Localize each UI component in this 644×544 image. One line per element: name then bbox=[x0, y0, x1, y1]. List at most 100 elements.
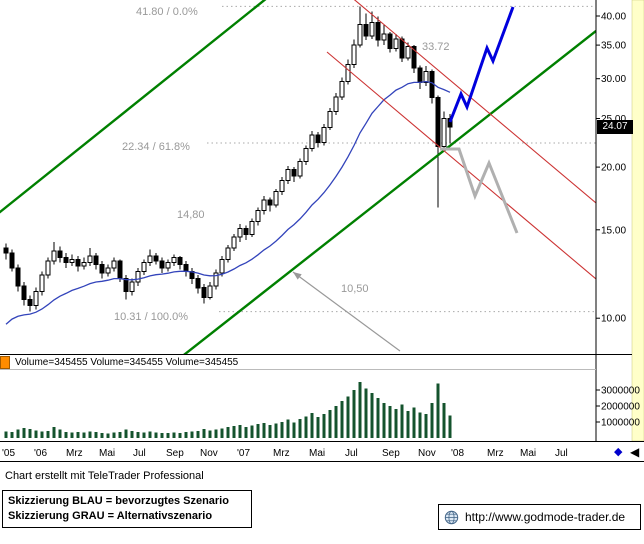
candle-body bbox=[225, 247, 231, 260]
candle-body bbox=[255, 209, 261, 222]
time-tick-label: Mrz bbox=[487, 448, 504, 459]
time-tick-label: Mai bbox=[99, 448, 115, 459]
candle-body bbox=[81, 262, 87, 267]
candle-body bbox=[195, 278, 201, 289]
time-tick-label: Nov bbox=[418, 448, 436, 459]
candle-body bbox=[33, 291, 39, 307]
candlestick-series bbox=[3, 6, 453, 312]
candle-body bbox=[441, 118, 447, 147]
time-tick-label: '08 bbox=[451, 448, 464, 459]
volume-tick-label: 1000000 bbox=[601, 418, 640, 429]
scroll-left-icon[interactable]: ◀ bbox=[630, 445, 640, 459]
time-tick-label: '07 bbox=[237, 448, 250, 459]
price-tick-label: 25.00 bbox=[601, 114, 626, 125]
last-price-badge: 24.07 bbox=[597, 120, 633, 134]
time-tick-label: Jul bbox=[133, 448, 146, 459]
candle-body bbox=[165, 262, 171, 269]
candle-body bbox=[231, 236, 237, 249]
price-tick-label: 40.00 bbox=[601, 12, 626, 23]
scenario-blue-line bbox=[448, 6, 515, 123]
candle-body bbox=[321, 126, 327, 143]
candle-body bbox=[405, 45, 411, 59]
volume-legend-text: Volume=345455 Volume=345455 Volume=34545… bbox=[15, 357, 239, 368]
candle-body bbox=[417, 67, 423, 83]
candle-body bbox=[183, 263, 189, 272]
candle-body bbox=[243, 227, 249, 235]
candle-body bbox=[123, 278, 129, 293]
candle-body bbox=[117, 260, 123, 279]
fib-label: 14,80 bbox=[177, 209, 205, 221]
website-box: http://www.godmode-trader.de bbox=[438, 504, 641, 530]
candle-body bbox=[111, 260, 117, 269]
legend-blue-scenario: Skizzierung BLAU = bevorzugtes Szenario bbox=[8, 495, 229, 507]
candle-body bbox=[21, 285, 27, 300]
candle-body bbox=[399, 38, 405, 59]
trendline-green bbox=[181, 30, 596, 355]
fib-label: 22.34 / 61.8% bbox=[122, 141, 190, 153]
price-tick-label: 30.00 bbox=[601, 74, 626, 85]
candle-body bbox=[357, 23, 363, 46]
volume-bars bbox=[4, 382, 452, 438]
scroll-marker-icon: ◆ bbox=[614, 446, 623, 458]
candle-body bbox=[9, 252, 15, 269]
candle-body bbox=[135, 270, 141, 283]
trendline-red bbox=[326, 51, 596, 280]
candle-body bbox=[351, 44, 357, 66]
volume-tick-label: 2000000 bbox=[601, 402, 640, 413]
price-tick-label: 15.00 bbox=[601, 225, 626, 236]
candle-body bbox=[291, 168, 297, 177]
time-tick-label: '05 bbox=[2, 448, 15, 459]
candle-body bbox=[171, 257, 177, 264]
price-tick-label: 10.00 bbox=[601, 314, 626, 325]
time-tick-label: Sep bbox=[166, 448, 184, 459]
candle-body bbox=[363, 23, 369, 37]
candle-body bbox=[153, 255, 159, 262]
candle-body bbox=[159, 260, 165, 269]
moving-average-line bbox=[5, 80, 451, 325]
candle-body bbox=[327, 111, 333, 128]
time-tick-label: Jul bbox=[555, 448, 568, 459]
time-tick-label: '06 bbox=[34, 448, 47, 459]
candle-body bbox=[339, 81, 345, 98]
time-axis: '05 '06 Mrz Mai Jul Sep Nov '07 Mrz Mai Jul Sep Nov '… bbox=[2, 448, 568, 459]
time-tick-label: Mai bbox=[520, 448, 536, 459]
website-url[interactable]: http://www.godmode-trader.de bbox=[465, 510, 626, 524]
candle-body bbox=[423, 71, 429, 83]
fib-label: 10.31 / 100.0% bbox=[114, 311, 188, 323]
candle-body bbox=[3, 247, 9, 254]
candle-body bbox=[51, 250, 57, 262]
candle-body bbox=[333, 96, 339, 113]
right-accent-strip bbox=[631, 0, 644, 442]
trendline-red bbox=[353, 0, 596, 204]
candle-body bbox=[27, 298, 33, 306]
candle-body bbox=[99, 263, 105, 274]
candle-body bbox=[267, 199, 273, 206]
time-tick-label: Mai bbox=[309, 448, 325, 459]
pane-handle-icon[interactable] bbox=[0, 356, 10, 369]
volume-pane-header: Volume=345455 Volume=345455 Volume=34545… bbox=[0, 356, 590, 369]
time-tick-label: Nov bbox=[200, 448, 218, 459]
candle-body bbox=[105, 267, 111, 274]
candle-body bbox=[411, 45, 417, 69]
globe-icon bbox=[444, 510, 459, 525]
candle-body bbox=[285, 168, 291, 182]
candle-body bbox=[213, 272, 219, 287]
time-tick-label: Sep bbox=[382, 448, 400, 459]
candle-body bbox=[369, 22, 375, 37]
scenario-gray-line bbox=[440, 147, 519, 234]
candle-body bbox=[87, 255, 93, 264]
candle-body bbox=[435, 97, 441, 147]
fib-label: 10,50 bbox=[341, 283, 369, 295]
candle-body bbox=[393, 38, 399, 49]
candle-body bbox=[177, 257, 183, 265]
candle-body bbox=[207, 285, 213, 298]
pane-borders bbox=[0, 0, 644, 462]
time-tick-label: Mrz bbox=[66, 448, 83, 459]
price-tick-label: 35.00 bbox=[601, 41, 626, 52]
fib-level-lines bbox=[207, 5, 596, 313]
annotation-arrowhead bbox=[293, 272, 302, 280]
scenario-legend-box: Skizzierung BLAU = bevorzugtes Szenario … bbox=[2, 490, 252, 528]
legend-gray-scenario: Skizzierung GRAU = Alternativszenario bbox=[8, 510, 213, 522]
candle-body bbox=[315, 134, 321, 143]
